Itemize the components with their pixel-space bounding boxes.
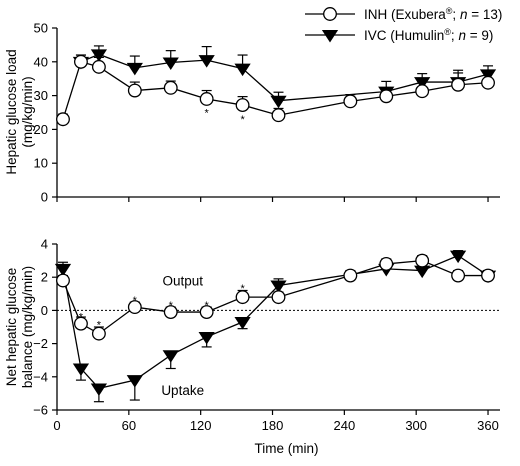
x-tick-label-bottom: 60 [122,418,136,433]
y-tick-label-top: 10 [34,156,48,171]
x-tick-label-bottom: 300 [405,418,427,433]
legend-entry-inh: INH (Exubera®; n = 13) [364,6,502,22]
inh-data-point [91,326,106,341]
inh-data-point [451,268,466,283]
inh-data-point [481,75,495,90]
significance-marker: * [79,311,84,323]
y-tick-label-top: 0 [41,190,48,205]
inh-data-point [235,98,250,113]
legend-text-part: ; [451,28,459,43]
ivc-data-point [270,280,287,294]
inh-data-point [271,290,286,305]
inh-data-point [127,83,142,98]
inh-data-point [91,59,106,74]
ivc-data-point [126,375,143,388]
legend-text-part: n [460,7,468,22]
inh-data-point [199,92,214,106]
inh-data-point [271,108,286,123]
legend-text-part: = 9) [466,28,493,43]
hepatic-glucose-load-panel: 0 10 20 30 40 50 Hepatic glucose load (mg/kg/mi… [4,21,500,205]
y-tick-label-bottom: 0 [41,303,48,318]
inh-data-point [163,305,178,320]
ivc-data-point [90,383,108,396]
ivc-data-point [126,62,143,76]
y-tick-label-bottom: 4 [41,237,48,252]
x-tick-label-bottom: 120 [190,418,212,433]
inh-data-point [451,77,466,92]
legend-text-part: n [458,28,466,43]
significance-marker: * [240,114,245,126]
significance-marker: * [133,295,138,307]
inh-data-point [73,54,88,69]
legend-entry-ivc: IVC (Humulin®; n = 9) [364,27,493,43]
legend-text-part: ® [444,27,451,37]
inh-data-point [127,300,142,315]
y-axis-label-line: Hepatic glucose load [4,49,19,174]
y-tick-label-top: 30 [34,88,48,103]
region-label-uptake: Uptake [161,383,204,398]
legend-marker-inh [323,7,337,21]
inh-data-point [73,316,88,331]
legend-text-part: ; [452,7,460,22]
x-axis-label: Time (min) [255,441,319,456]
inh-data-point [343,94,358,109]
significance-marker: * [205,300,210,312]
inh-data-point [56,273,70,288]
inh-data-point [56,112,70,127]
ivc-data-point [414,265,431,279]
ivc-data-point [198,331,215,345]
legend-text-part: IVC (Humulin [364,28,444,43]
ivc-data-point [90,49,108,62]
significance-marker: * [240,283,245,295]
region-label-output: Output [162,274,203,289]
y-tick-label-bottom: −4 [33,369,48,384]
ivc-series-line-bottom [62,254,489,390]
inh-data-point [379,89,394,104]
legend-text-part: = 13) [467,7,502,22]
legend: INH (Exubera®; n = 13)IVC (Humulin®; n =… [305,6,502,43]
inh-data-point [379,256,394,271]
inh-data-point [343,268,358,283]
inh-data-point [415,84,430,99]
ivc-data-point [449,250,467,264]
y-tick-label-top: 50 [34,21,48,36]
significance-marker: * [205,107,210,119]
ivc-data-point [270,95,287,109]
x-tick-label-bottom: 240 [333,418,355,433]
y-tick-label-bottom: 2 [41,270,48,285]
ivc-data-point [72,363,90,377]
legend-text-part: ® [446,6,453,16]
inh-data-point [415,253,430,268]
y-tick-label-bottom: −6 [33,403,48,418]
ivc-data-point [198,55,215,68]
inh-data-point [163,80,178,95]
ivc-data-point [234,317,251,330]
x-tick-label-bottom: 360 [477,418,499,433]
ivc-data-point [54,263,72,277]
y-tick-label-top: 20 [34,122,48,137]
legend-text-part: INH (Exubera [364,7,446,22]
significance-marker: * [169,300,174,312]
inh-data-point [199,305,214,320]
y-tick-label-bottom: −2 [33,336,48,351]
significance-marker: * [97,320,102,332]
x-tick-label-bottom: 0 [53,418,60,433]
y-axis-label-line: (mg/kg/min) [20,76,35,147]
ivc-data-point [162,57,179,71]
inh-data-point [235,290,250,305]
ivc-data-point [234,63,251,77]
y-axis-label-line: balance (mg/kg/min) [20,266,35,388]
ivc-data-point [162,350,179,363]
legend-marker-ivc [321,30,339,43]
y-axis-label-line: Net hepatic glucose [4,268,19,387]
x-tick-label-bottom: 180 [262,418,284,433]
inh-data-point [481,268,495,283]
y-tick-label-top: 40 [34,54,48,69]
